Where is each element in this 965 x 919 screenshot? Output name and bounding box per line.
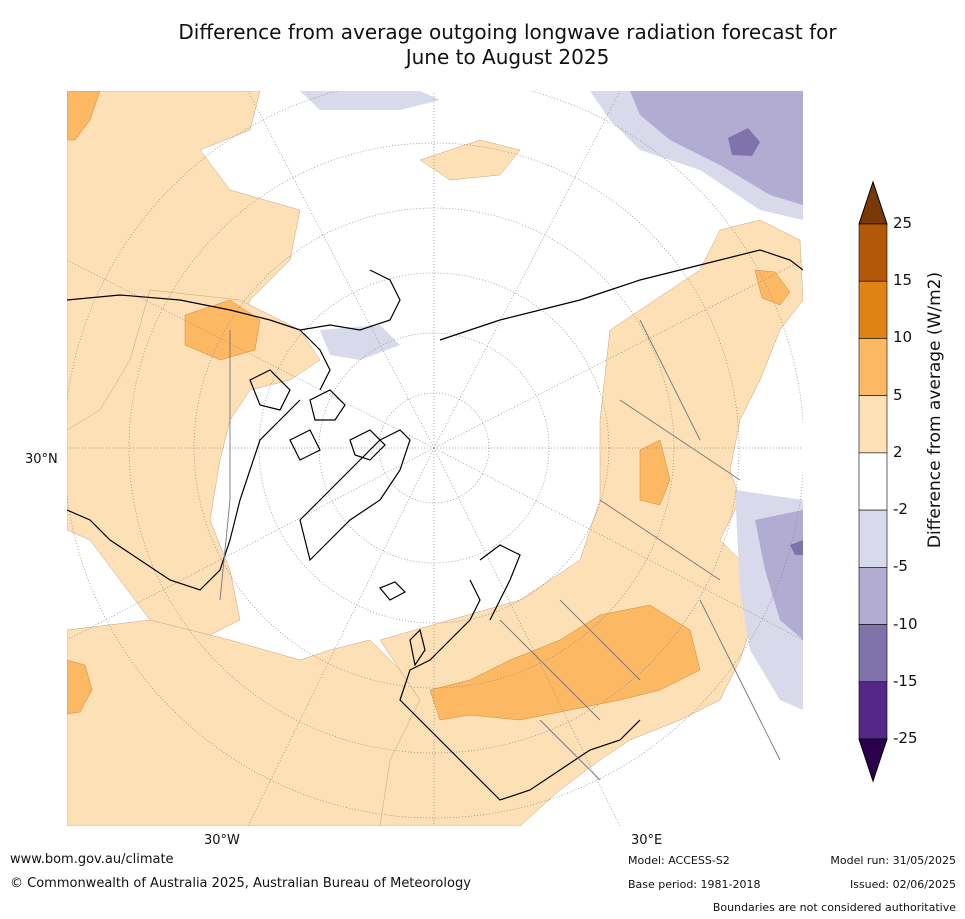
coast-arctic-islands: [249, 369, 386, 461]
coast-alaska: [299, 329, 331, 391]
colorbar-title: Difference from average (W/m2): [925, 271, 945, 549]
region-pacific-top-orange: [419, 139, 521, 181]
lon-label-30w: 30°W: [204, 833, 240, 848]
title-line-2: June to August 2025: [405, 45, 610, 69]
colorbar-bin: [858, 280, 888, 339]
region-east-purple: [790, 540, 803, 555]
footer-issued: Issued: 02/06/2025: [849, 878, 956, 891]
colorbar-bins: [858, 223, 888, 740]
coast-siberia: [439, 249, 803, 341]
colorbar-tick-label: -15: [893, 671, 918, 690]
colorbar-bin: [858, 338, 888, 396]
region-fareast-orange: [754, 269, 791, 306]
footer-copyright: © Commonwealth of Australia 2025, Austra…: [10, 876, 471, 891]
colorbar-tick-label: 15: [893, 271, 913, 290]
region-topright-lavender: [630, 91, 803, 205]
colorbar-arrow-top: [858, 180, 888, 225]
region-top-left-orange: [67, 91, 101, 141]
coastlines: [67, 249, 803, 801]
footer-model: Model: ACCESS-S2: [628, 854, 730, 867]
footer-model-run: Model run: 31/05/2025: [830, 854, 956, 867]
lat-label-30n: 30°N: [25, 452, 58, 467]
negative-anomaly-regions: [300, 91, 803, 710]
coast-iceland: [379, 581, 406, 601]
footer-url: www.bom.gov.au/climate: [10, 852, 174, 867]
colorbar: [858, 180, 888, 783]
colorbar-bin: [858, 624, 888, 683]
region-arctic-lilac: [320, 325, 400, 360]
anomaly-5-10-regions: [67, 91, 791, 721]
region-top-lilac: [300, 91, 440, 110]
colorbar-bin: [858, 223, 888, 282]
colorbar-bin: [858, 395, 888, 454]
colorbar-tick-label: -25: [893, 729, 918, 747]
colorbar-tick-label: 10: [893, 328, 913, 347]
region-atlantic-left-orange: [67, 659, 93, 715]
colorbar-bin: [858, 681, 888, 740]
colorbar-tick-label: -2: [893, 500, 908, 519]
colorbar-bin: [858, 509, 888, 568]
region-topright-purple: [728, 128, 760, 156]
region-europe-orange: [429, 604, 701, 721]
coast-uk: [409, 628, 426, 667]
region-atlantic-orange: [67, 619, 421, 826]
colorbar-tick-label: 25: [893, 214, 913, 232]
region-east-lavender: [755, 510, 803, 640]
country-borders: [219, 319, 781, 781]
title-line-1: Difference from average outgoing longwav…: [178, 20, 837, 44]
region-siberia-orange: [639, 439, 671, 506]
colorbar-tick-label: -10: [893, 614, 918, 633]
region-north-america-orange: [67, 289, 321, 641]
graticule: [67, 91, 803, 826]
footer-disclaimer: Boundaries are not considered authoritat…: [712, 901, 956, 914]
footer-base-period: Base period: 1981-2018: [628, 878, 761, 891]
coast-north-america: [67, 269, 401, 591]
colorbar-arrow-bottom: [858, 738, 888, 783]
lon-label-30e: 30°E: [631, 833, 663, 848]
colorbar-tick-label: 2: [893, 442, 903, 461]
colorbar-tick-label: -5: [893, 557, 908, 576]
coast-scandinavia: [479, 544, 521, 621]
chart-title: Difference from average outgoing longwav…: [80, 20, 935, 70]
region-alaska-orange: [184, 299, 261, 361]
coast-greenland: [299, 429, 411, 562]
colorbar-bin: [858, 452, 888, 511]
colorbar-bin: [858, 567, 888, 625]
coast-europe: [399, 579, 641, 801]
colorbar-tick-label: 5: [893, 385, 903, 404]
